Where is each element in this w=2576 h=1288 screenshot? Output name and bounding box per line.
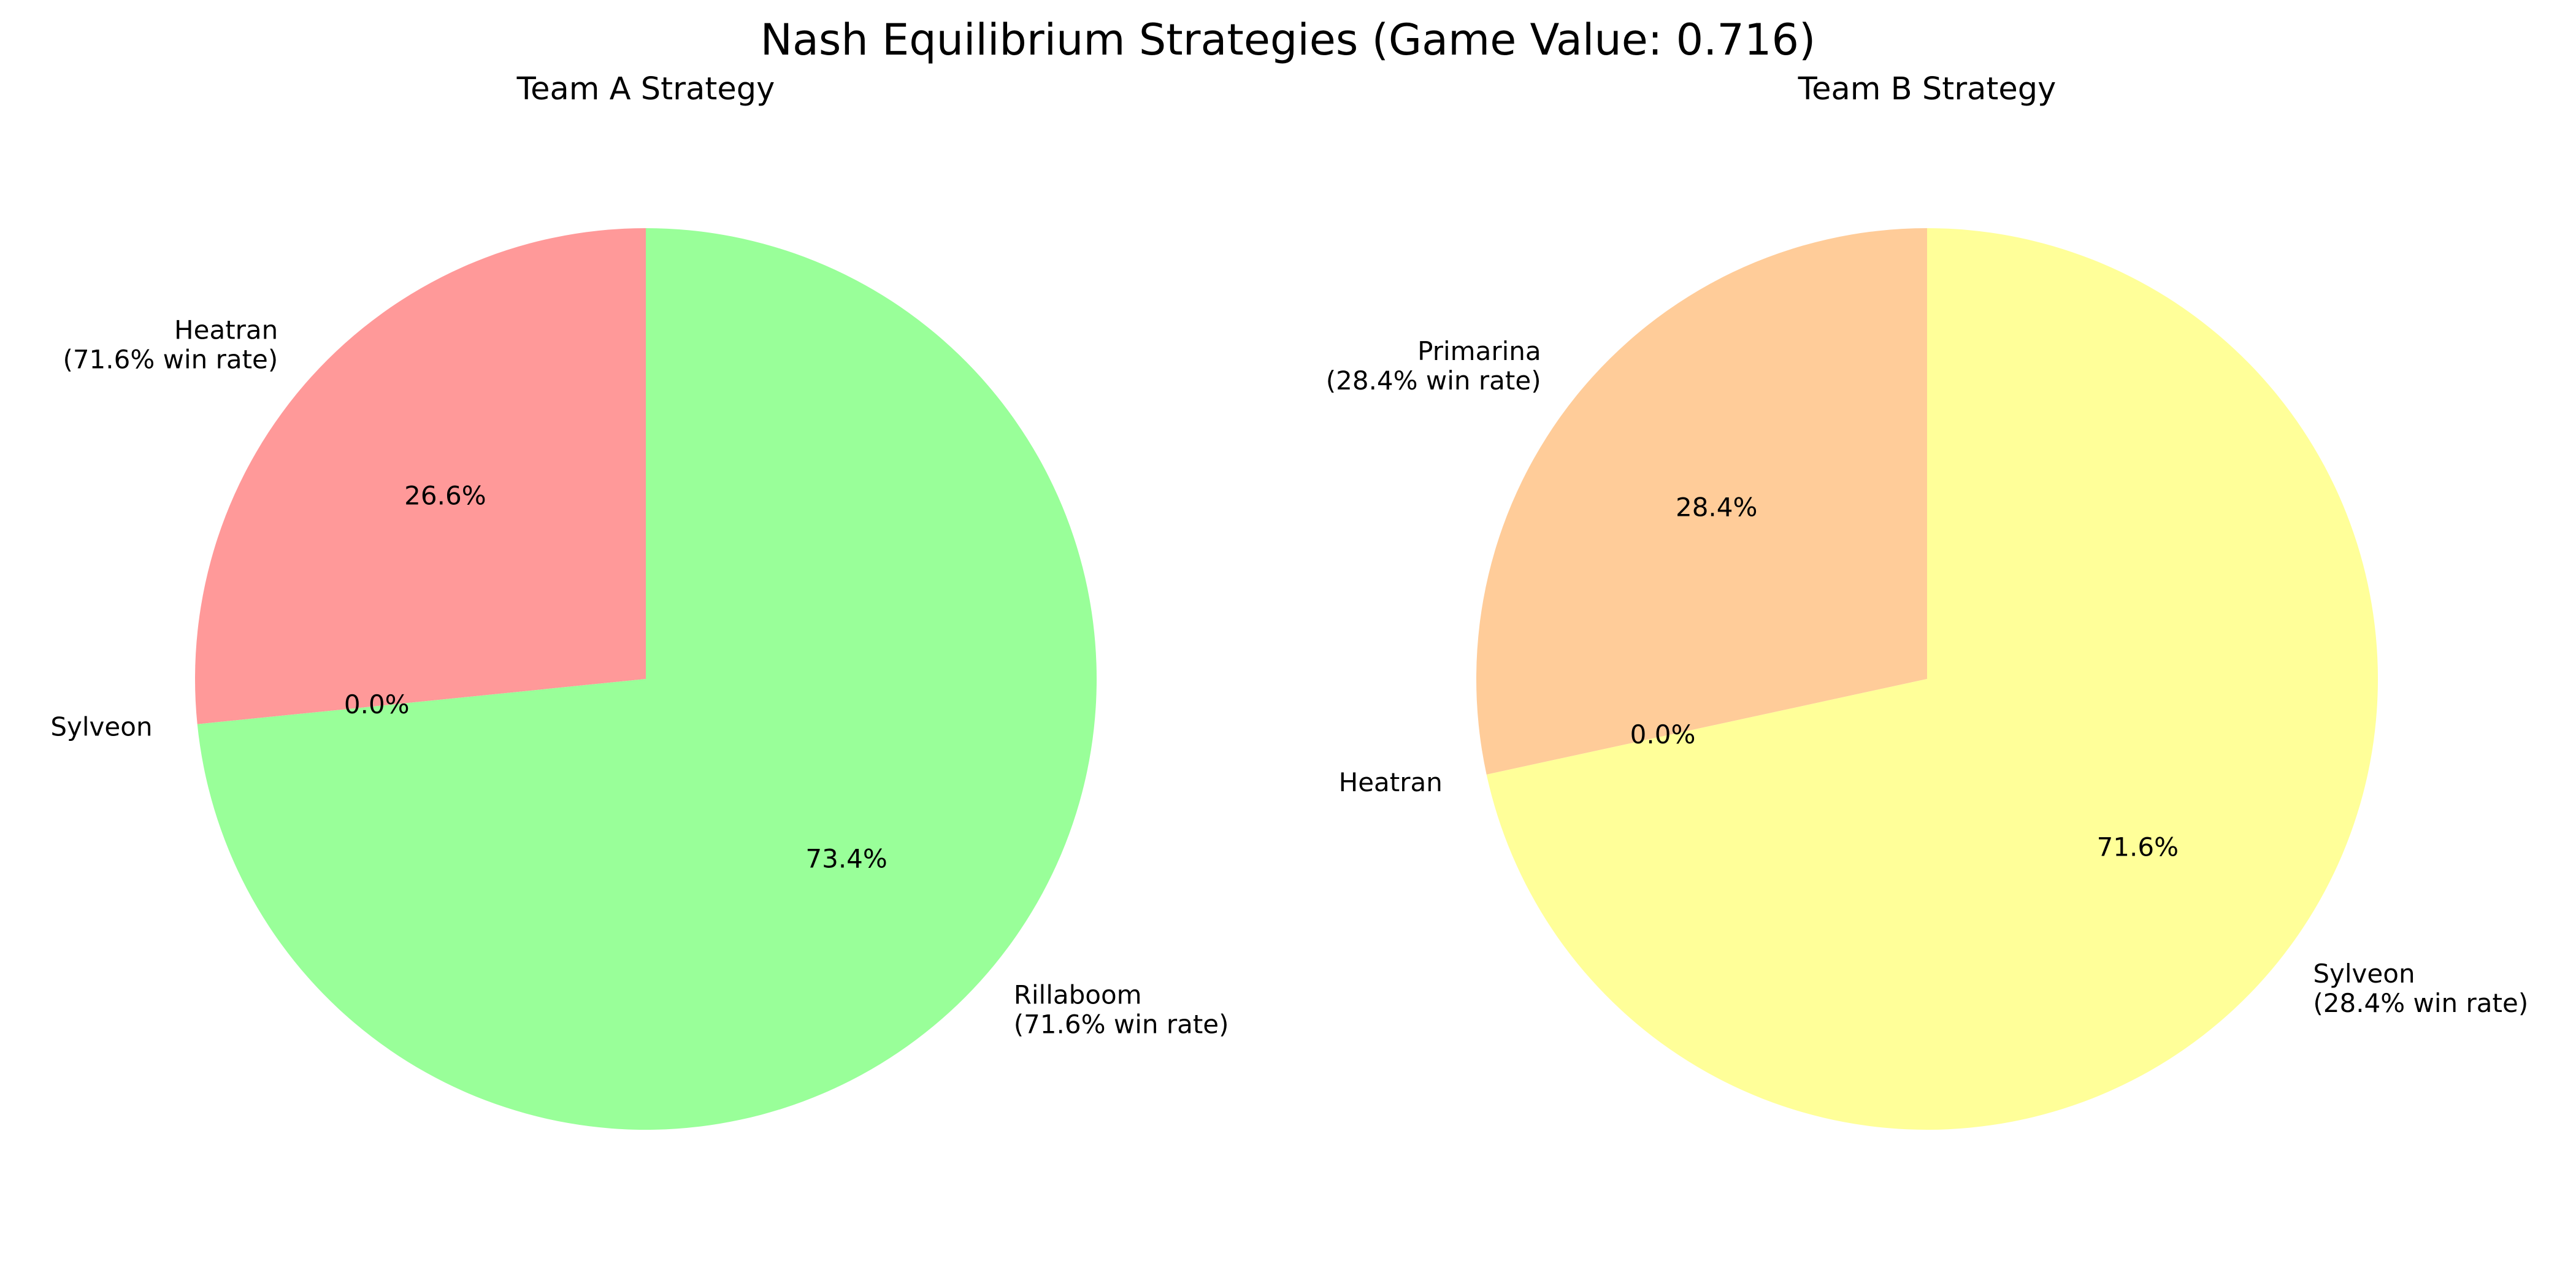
team-b-pct-label-heatran: 0.0% (1630, 719, 1696, 749)
team-b-slice-label-heatran: Heatran (1339, 767, 1443, 797)
team-a-slice-label-sylveon-line-1: Sylveon (50, 712, 152, 742)
team-a-pct-label-rillaboom: 73.4% (805, 843, 887, 873)
team-a-slice-label-rillaboom: Rillaboom (71.6% win rate) (1014, 980, 1229, 1040)
team-b-labels: 28.4%Primarina (28.4% win rate)0.0%Heatra… (1326, 336, 2528, 1018)
team-b-slice-label-heatran-line-1: Heatran (1339, 767, 1443, 797)
team-b-pie-chart: Team B Strategy 28.4%Primarina (28.4% win… (1326, 71, 2528, 1130)
team-a-slice-label-heatran-line-1: Heatran (174, 315, 278, 345)
team-a-labels: 26.6%Heatran (71.6% win rate)0.0%Sylveon7… (50, 315, 1229, 1039)
team-a-slice-label-rillaboom-line-1: Rillaboom (1014, 980, 1142, 1010)
team-b-pct-label-sylveon: 71.6% (2097, 832, 2179, 862)
team-a-pct-label-sylveon: 0.0% (344, 689, 410, 719)
team-a-pct-label-heatran: 26.6% (404, 481, 486, 511)
team-a-slice-label-sylveon: Sylveon (50, 712, 152, 742)
team-a-slice-label-heatran: Heatran (71.6% win rate) (63, 315, 278, 374)
team-b-slices (1476, 228, 2378, 1130)
team-b-slice-label-sylveon-line-2: (28.4% win rate) (2313, 988, 2528, 1018)
team-b-slice-sylveon (1486, 228, 2378, 1130)
team-b-chart-title: Team B Strategy (1798, 71, 2057, 107)
team-a-slice-label-rillaboom-line-2: (71.6% win rate) (1014, 1010, 1229, 1040)
team-a-chart-title: Team A Strategy (516, 71, 775, 107)
team-b-slice-label-primarina-line-2: (28.4% win rate) (1326, 366, 1541, 396)
team-a-slice-label-heatran-line-2: (71.6% win rate) (63, 344, 278, 374)
team-b-slice-primarina (1476, 228, 1927, 775)
team-a-slices (195, 228, 1097, 1130)
team-a-slice-heatran (195, 228, 646, 724)
team-a-pie-chart: Team A Strategy 26.6%Heatran (71.6% win r… (50, 71, 1229, 1130)
team-b-slice-label-primarina-line-1: Primarina (1417, 336, 1541, 366)
figure-title: Nash Equilibrium Strategies (Game Value:… (761, 15, 1816, 65)
team-b-pct-label-primarina: 28.4% (1676, 493, 1757, 523)
team-a-slice-rillaboom (197, 228, 1097, 1130)
team-b-slice-label-primarina: Primarina (28.4% win rate) (1326, 336, 1541, 396)
team-b-slice-label-sylveon: Sylveon (28.4% win rate) (2313, 959, 2528, 1018)
team-b-slice-label-sylveon-line-1: Sylveon (2313, 959, 2415, 989)
